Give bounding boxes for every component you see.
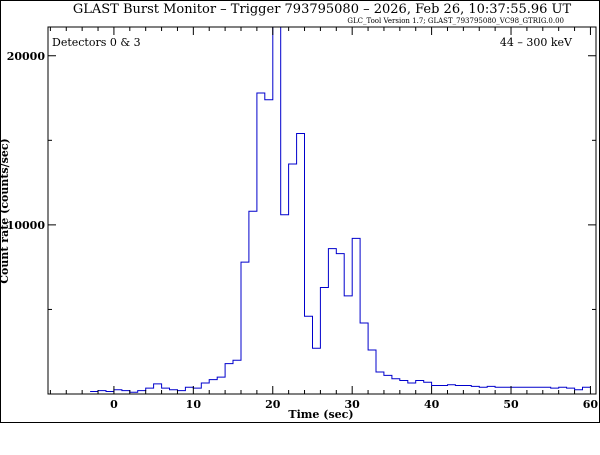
x-tick-label: 60 bbox=[583, 398, 599, 411]
y-tick-label: 20000 bbox=[7, 50, 46, 63]
detectors-label: Detectors 0 & 3 bbox=[52, 36, 141, 49]
series-line-0 bbox=[90, 26, 591, 393]
x-axis-label: Time (sec) bbox=[288, 408, 353, 421]
outer-frame bbox=[0, 0, 600, 423]
x-tick-label: 50 bbox=[503, 398, 519, 411]
x-tick-label: 40 bbox=[424, 398, 440, 411]
x-tick-label: 20 bbox=[265, 398, 281, 411]
chart-subtitle: GLC_Tool Version 1.7; GLAST_793795080_VC… bbox=[347, 17, 564, 25]
y-axis-label: Count rate (counts/sec) bbox=[0, 138, 11, 283]
y-tick-label: 10000 bbox=[7, 219, 46, 232]
energy-range-label: 44 – 300 keV bbox=[500, 36, 573, 49]
plot-area: 0 10 20 30 40 50 60 10000 20000 bbox=[7, 26, 599, 411]
x-tick-label: 0 bbox=[110, 398, 118, 411]
chart-title: GLAST Burst Monitor – Trigger 793795080 … bbox=[73, 2, 572, 17]
x-tick-label: 30 bbox=[345, 398, 361, 411]
plot-frame bbox=[47, 26, 597, 395]
x-tick-label: 10 bbox=[186, 398, 202, 411]
